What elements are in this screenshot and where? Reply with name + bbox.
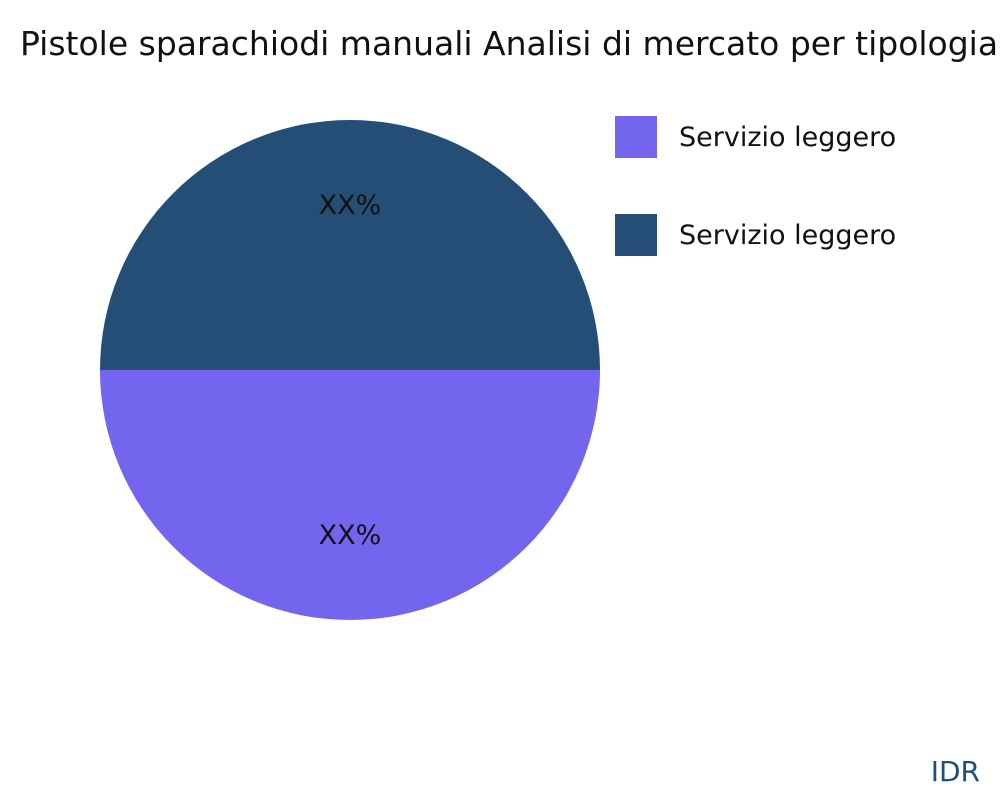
legend-item-1: Servizio leggero xyxy=(615,214,896,256)
slice-label-0: XX% xyxy=(319,520,382,551)
legend-swatch-1 xyxy=(615,214,657,256)
legend-swatch-0 xyxy=(615,116,657,158)
legend: Servizio leggero Servizio leggero xyxy=(615,116,896,256)
legend-label-0: Servizio leggero xyxy=(679,121,897,153)
pie-slice-1 xyxy=(100,120,600,370)
slice-label-1: XX% xyxy=(319,190,382,221)
pie-svg: XX% XX% xyxy=(100,120,600,620)
legend-item-0: Servizio leggero xyxy=(615,116,896,158)
legend-label-1: Servizio leggero xyxy=(679,219,897,251)
pie-slice-0 xyxy=(100,370,600,620)
chart-title: Pistole sparachiodi manuali Analisi di m… xyxy=(20,24,999,63)
brand-watermark: IDR xyxy=(930,755,980,788)
pie-chart: XX% XX% xyxy=(100,120,600,620)
